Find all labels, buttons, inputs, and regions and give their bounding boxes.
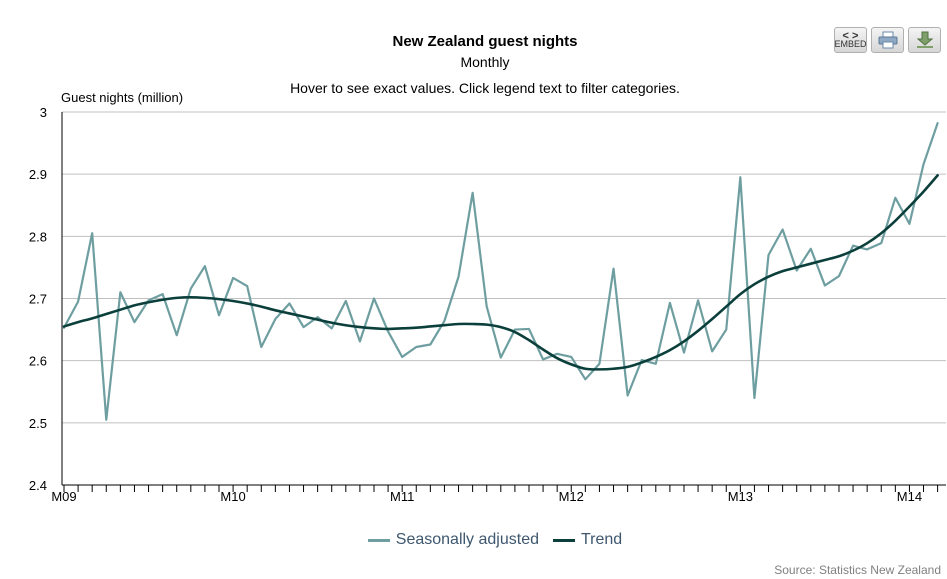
y-tick-label: 3 xyxy=(40,105,47,120)
axes: 3 2.9 2.8 2.7 2.6 2.5 2.4 M09 M10 M11 M12 M13 M14 xyxy=(29,105,946,504)
y-axis-label: Guest nights (million) xyxy=(61,90,184,105)
y-tick-label: 2.4 xyxy=(29,478,47,493)
chart-toolbar: < > EMBED xyxy=(834,27,941,53)
legend-item-seasonally-adjusted[interactable]: Seasonally adjusted xyxy=(367,531,539,549)
embed-icon-arrows: < > xyxy=(842,30,859,42)
y-tick-label: 2.8 xyxy=(29,229,47,244)
legend-label-trend: Trend xyxy=(581,531,623,548)
y-tick-label: 2.7 xyxy=(29,292,47,307)
legend: Seasonally adjusted Trend xyxy=(0,531,947,549)
print-button[interactable] xyxy=(871,27,904,53)
grid-lines xyxy=(62,111,946,424)
series-line-trend[interactable] xyxy=(62,174,939,371)
y-tick-label: 2.5 xyxy=(29,416,47,431)
legend-item-trend[interactable]: Trend xyxy=(553,531,622,549)
chart-instructions: Hover to see exact values. Click legend … xyxy=(290,80,680,96)
embed-icon: < > EMBED xyxy=(834,30,867,49)
x-tick-label: M13 xyxy=(728,489,753,504)
print-icon xyxy=(878,31,897,49)
source-credit: Source: Statistics New Zealand xyxy=(774,563,941,577)
x-tick-label: M09 xyxy=(51,489,76,504)
embed-button[interactable]: < > EMBED xyxy=(834,27,867,53)
series-layer xyxy=(62,122,939,421)
download-icon xyxy=(916,31,933,48)
x-tick-label: M11 xyxy=(390,489,414,504)
embed-icon-text: EMBED xyxy=(834,39,867,49)
series-line-seasonally-adjusted[interactable] xyxy=(62,122,939,421)
x-tick-label: M12 xyxy=(559,489,584,504)
download-button[interactable] xyxy=(908,27,941,53)
legend-swatch-seasonally-adjusted xyxy=(367,538,390,542)
chart-title: New Zealand guest nights xyxy=(392,33,578,50)
legend-swatch-trend xyxy=(553,538,575,542)
legend-label-seasonally-adjusted: Seasonally adjusted xyxy=(395,531,539,548)
y-tick-label: 2.6 xyxy=(29,354,47,369)
x-tick-label: M10 xyxy=(220,489,245,504)
x-tick-label: M14 xyxy=(897,489,922,504)
chart-subtitle: Monthly xyxy=(460,54,510,70)
y-tick-label: 2.9 xyxy=(29,167,47,182)
